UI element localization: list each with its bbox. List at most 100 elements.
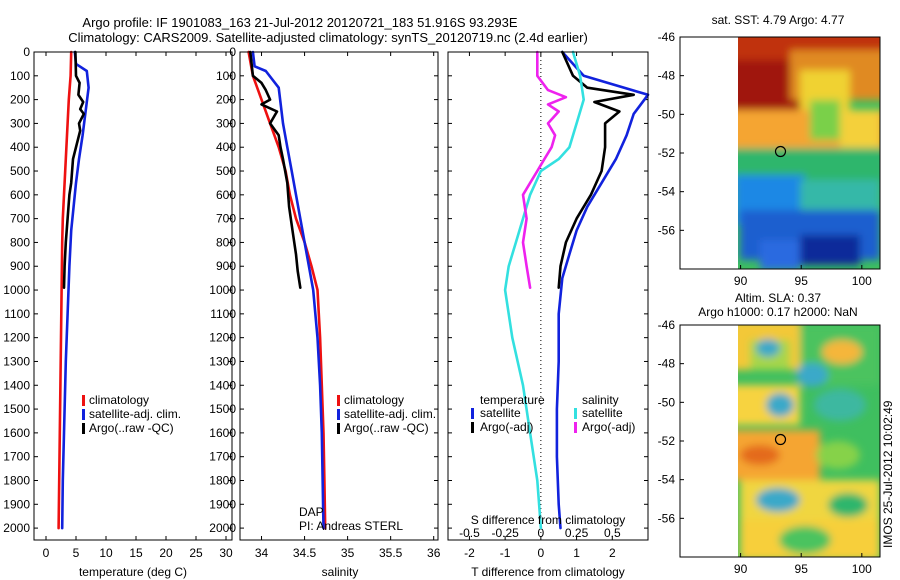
series-line — [249, 50, 302, 290]
map-y-tick-label: -46 — [658, 318, 676, 332]
map-y-tick-label: -52 — [658, 146, 676, 160]
sla-map-empty-area — [680, 325, 738, 557]
salinity-annotation-pi: PI: Andreas STERL — [299, 519, 403, 533]
legend-swatch-argo — [82, 423, 85, 434]
y-tick-label: 1200 — [3, 331, 30, 345]
y-tick-label: 400 — [216, 140, 236, 154]
difference-top-xlabel: S difference from climatology — [471, 513, 626, 527]
x-tick-label: 1 — [573, 546, 580, 560]
y-tick-label: 1300 — [3, 354, 30, 368]
legend-swatch-argo — [337, 423, 340, 434]
top-x-tick-label: -0.25 — [491, 526, 519, 540]
series-line — [57, 50, 73, 530]
sla-map-title: Altim. SLA: 0.37 — [735, 291, 821, 305]
legend-label-climatology: climatology — [89, 393, 149, 407]
y-tick-label: 600 — [10, 188, 30, 202]
figure-title-line2: Climatology: CARS2009. Satellite-adjuste… — [68, 30, 588, 45]
legend-swatch-satellite-adj — [82, 409, 85, 420]
series-line — [557, 50, 636, 290]
legend-label-temp-satellite: satellite — [480, 406, 521, 420]
y-tick-label: 1100 — [4, 307, 30, 321]
legend-label-sal-satellite: satellite — [582, 406, 623, 420]
x-tick-label: 10 — [99, 546, 113, 560]
legend-label-climatology: climatology — [344, 393, 404, 407]
y-tick-label: 200 — [216, 93, 236, 107]
y-tick-label: 800 — [10, 235, 30, 249]
salinity-axes-frame — [239, 51, 439, 541]
series-line — [503, 50, 586, 530]
y-tick-label: 0 — [23, 45, 30, 59]
salinity-annotation-dap: DAP — [299, 505, 324, 519]
sla-argo-marker — [774, 433, 787, 446]
legend-group-salinity: salinity — [582, 393, 619, 407]
x-tick-label: 34 — [255, 546, 269, 560]
series-line — [60, 50, 90, 530]
y-tick-label: 1400 — [3, 378, 30, 392]
map-y-tick-label: -54 — [658, 185, 676, 199]
y-tick-label: 800 — [216, 235, 236, 249]
difference-series — [503, 50, 650, 530]
sst-map-empty-area — [680, 37, 738, 269]
salinity-xlabel: salinity — [322, 565, 359, 579]
salinity-series — [247, 50, 327, 530]
x-tick-label: 5 — [73, 546, 80, 560]
y-tick-label: 900 — [10, 259, 30, 273]
series-line — [62, 50, 86, 290]
top-x-tick-label: 0.5 — [604, 526, 621, 540]
y-tick-label: 600 — [216, 188, 236, 202]
sla-map-xticks: 90 95 100 — [734, 553, 872, 576]
y-tick-label: 1600 — [3, 426, 30, 440]
difference-xticks: -2 -1 0 1 2 — [464, 52, 616, 560]
x-tick-label: -2 — [464, 546, 475, 560]
x-tick-label: -1 — [500, 546, 511, 560]
y-tick-label: 500 — [10, 164, 30, 178]
x-tick-label: 36 — [427, 546, 441, 560]
y-tick-label: 1500 — [3, 402, 30, 416]
legend-swatch-satellite-adj — [337, 409, 340, 420]
sla-map-field — [738, 325, 880, 557]
x-tick-label: 0 — [538, 546, 545, 560]
y-tick-label: 200 — [10, 93, 30, 107]
y-tick-label: 700 — [10, 212, 30, 226]
y-tick-label: 500 — [216, 164, 236, 178]
y-tick-label: 1000 — [209, 283, 236, 297]
x-tick-label: 0 — [43, 546, 50, 560]
legend-label-satellite-adj: satellite-adj. clim. — [344, 407, 436, 421]
figure-title-line1: Argo profile: IF 1901083_163 21-Jul-2012… — [82, 15, 517, 30]
sst-map-title: sat. SST: 4.79 Argo: 4.77 — [712, 13, 845, 27]
y-tick-label: 1100 — [210, 307, 236, 321]
x-tick-label: 35 — [341, 546, 355, 560]
temperature-axes-frame — [33, 51, 233, 541]
y-tick-label: 1000 — [3, 283, 30, 297]
y-tick-label: 1800 — [209, 473, 236, 487]
y-tick-label: 300 — [216, 116, 236, 130]
legend-swatch-temp-argo — [471, 422, 474, 433]
difference-axes-frame — [447, 51, 649, 541]
legend-label-argo: Argo(..raw -QC) — [344, 421, 429, 435]
difference-xlabel: T difference from climatology — [471, 565, 625, 579]
legend-group-temperature: temperature — [480, 393, 545, 407]
y-tick-label: 1900 — [3, 497, 30, 511]
legend-label-argo: Argo(..raw -QC) — [89, 421, 174, 435]
legend-swatch-climatology — [337, 395, 340, 406]
y-tick-label: 700 — [216, 212, 236, 226]
sla-map-subtitle: Argo h1000: 0.17 h2000: NaN — [698, 305, 857, 319]
y-tick-label: 0 — [229, 45, 236, 59]
map-y-tick-label: -50 — [658, 395, 676, 409]
x-tick-label: 15 — [129, 546, 143, 560]
map-y-tick-label: -52 — [658, 434, 676, 448]
difference-yticks — [448, 51, 648, 529]
map-y-tick-label: -54 — [658, 473, 676, 487]
legend-swatch-sal-satellite — [574, 408, 577, 419]
y-tick-label: 1700 — [209, 450, 236, 464]
sst-map-field — [738, 37, 880, 269]
map-y-tick-label: -56 — [658, 511, 676, 525]
y-tick-label: 2000 — [209, 521, 236, 535]
imos-timestamp: IMOS 25-Jul-2012 10:02:49 — [881, 400, 895, 548]
series-line — [251, 50, 325, 530]
map-x-tick-label: 95 — [795, 562, 809, 576]
y-tick-label: 100 — [216, 69, 236, 83]
salinity-xticks: 34 34.5 35 35.5 36 — [255, 52, 441, 560]
y-tick-label: 1600 — [209, 426, 236, 440]
